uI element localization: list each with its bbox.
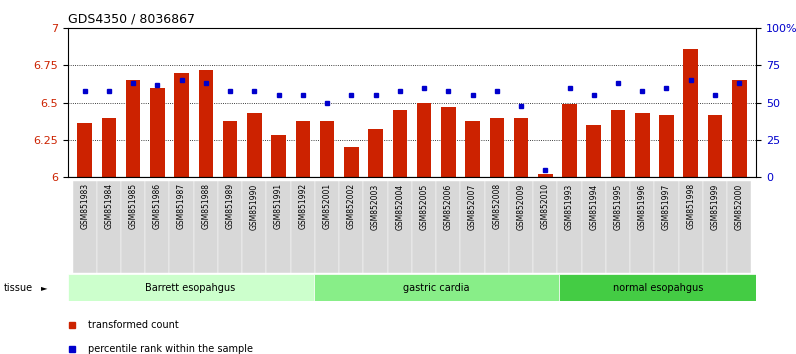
Bar xyxy=(533,181,557,273)
Text: GSM851997: GSM851997 xyxy=(662,183,671,229)
Bar xyxy=(513,118,529,177)
Text: GSM851994: GSM851994 xyxy=(589,183,599,229)
Bar xyxy=(708,115,722,177)
Bar xyxy=(315,181,339,273)
Bar xyxy=(174,73,189,177)
Bar xyxy=(364,181,388,273)
Bar xyxy=(460,181,485,273)
Bar xyxy=(291,181,315,273)
Text: GSM851999: GSM851999 xyxy=(711,183,720,229)
Bar xyxy=(732,80,747,177)
Bar xyxy=(582,181,606,273)
Bar xyxy=(121,181,145,273)
Text: GSM851983: GSM851983 xyxy=(80,183,89,229)
Bar xyxy=(102,118,116,177)
Text: GSM851998: GSM851998 xyxy=(686,183,695,229)
Bar xyxy=(392,110,407,177)
Bar xyxy=(314,274,560,301)
Text: GSM851990: GSM851990 xyxy=(250,183,259,229)
Bar xyxy=(630,181,654,273)
Bar xyxy=(727,181,751,273)
Bar xyxy=(684,49,698,177)
Bar xyxy=(417,103,431,177)
Text: GSM852001: GSM852001 xyxy=(322,183,332,229)
Bar xyxy=(145,181,170,273)
Text: GDS4350 / 8036867: GDS4350 / 8036867 xyxy=(68,13,195,26)
Text: GSM852004: GSM852004 xyxy=(396,183,404,229)
Bar xyxy=(267,181,291,273)
Text: GSM851988: GSM851988 xyxy=(201,183,210,229)
Text: GSM852005: GSM852005 xyxy=(419,183,428,229)
Bar xyxy=(126,80,140,177)
Bar xyxy=(560,274,756,301)
Text: GSM852009: GSM852009 xyxy=(517,183,525,229)
Bar xyxy=(611,110,626,177)
Bar xyxy=(72,181,97,273)
Text: percentile rank within the sample: percentile rank within the sample xyxy=(88,344,252,354)
Bar xyxy=(659,115,673,177)
Bar xyxy=(679,181,703,273)
Text: GSM852010: GSM852010 xyxy=(540,183,550,229)
Bar xyxy=(320,120,334,177)
Bar xyxy=(441,107,455,177)
Bar xyxy=(436,181,460,273)
Bar xyxy=(223,120,237,177)
Text: gastric cardia: gastric cardia xyxy=(404,282,470,293)
Text: Barrett esopahgus: Barrett esopahgus xyxy=(146,282,236,293)
Bar xyxy=(344,147,358,177)
Text: normal esopahgus: normal esopahgus xyxy=(613,282,703,293)
Text: tissue: tissue xyxy=(4,282,33,293)
Bar xyxy=(271,135,286,177)
Bar xyxy=(466,120,480,177)
Text: GSM851991: GSM851991 xyxy=(274,183,283,229)
Bar xyxy=(485,181,509,273)
Bar xyxy=(587,125,601,177)
Bar xyxy=(538,174,552,177)
Bar xyxy=(388,181,412,273)
Text: GSM851993: GSM851993 xyxy=(565,183,574,229)
Text: ►: ► xyxy=(41,283,48,292)
Bar xyxy=(198,70,213,177)
Text: GSM852003: GSM852003 xyxy=(371,183,380,229)
Text: GSM852002: GSM852002 xyxy=(347,183,356,229)
Bar xyxy=(170,181,193,273)
Text: GSM851989: GSM851989 xyxy=(225,183,235,229)
Text: GSM851985: GSM851985 xyxy=(129,183,138,229)
Bar xyxy=(703,181,727,273)
Bar xyxy=(557,181,582,273)
Text: GSM851996: GSM851996 xyxy=(638,183,647,229)
Bar xyxy=(68,274,314,301)
Bar xyxy=(218,181,242,273)
Text: GSM851995: GSM851995 xyxy=(614,183,622,229)
Bar xyxy=(242,181,267,273)
Text: GSM852008: GSM852008 xyxy=(492,183,501,229)
Bar xyxy=(635,113,650,177)
Bar xyxy=(150,88,165,177)
Text: GSM852007: GSM852007 xyxy=(468,183,477,229)
Text: GSM851986: GSM851986 xyxy=(153,183,162,229)
Bar xyxy=(490,118,504,177)
Text: GSM852000: GSM852000 xyxy=(735,183,743,229)
Bar xyxy=(247,113,262,177)
Bar xyxy=(412,181,436,273)
Bar xyxy=(509,181,533,273)
Bar xyxy=(606,181,630,273)
Bar xyxy=(654,181,679,273)
Bar xyxy=(97,181,121,273)
Bar xyxy=(369,130,383,177)
Text: GSM852006: GSM852006 xyxy=(444,183,453,229)
Bar xyxy=(562,104,577,177)
Text: GSM851987: GSM851987 xyxy=(177,183,186,229)
Text: transformed count: transformed count xyxy=(88,320,178,330)
Bar xyxy=(193,181,218,273)
Text: GSM851984: GSM851984 xyxy=(104,183,113,229)
Text: GSM851992: GSM851992 xyxy=(298,183,307,229)
Bar xyxy=(77,124,92,177)
Bar xyxy=(339,181,364,273)
Bar xyxy=(295,120,310,177)
